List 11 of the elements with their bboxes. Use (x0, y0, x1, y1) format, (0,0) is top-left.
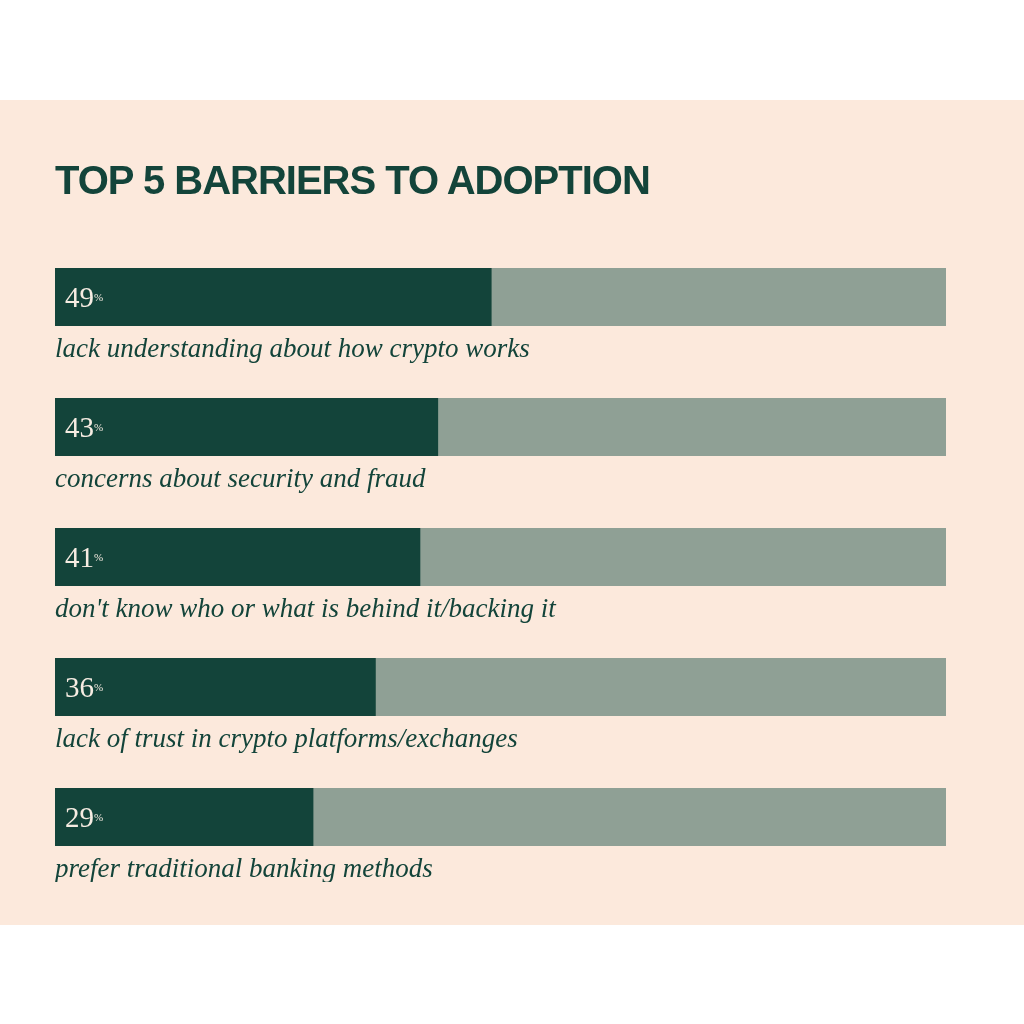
y-tick-label: prefer traditional banking methods (53, 853, 433, 883)
data-label: 49$^{%}$ (65, 281, 104, 313)
y-tick-label: lack of trust in crypto platforms/exchanges (55, 723, 518, 753)
data-label: 43$^{%}$ (65, 411, 104, 443)
data-label: 29$^{%}$ (65, 801, 104, 833)
data-label: 36$^{%}$ (65, 671, 104, 703)
y-tick-label: lack understanding about how crypto works (55, 333, 530, 363)
y-tick-label: concerns about security and fraud (55, 463, 426, 493)
chart-title: TOP 5 BARRIERS TO ADOPTION (55, 158, 650, 203)
y-tick-label: don't know who or what is behind it/backing it (55, 593, 558, 623)
data-label: 41$^{%}$ (65, 541, 104, 573)
